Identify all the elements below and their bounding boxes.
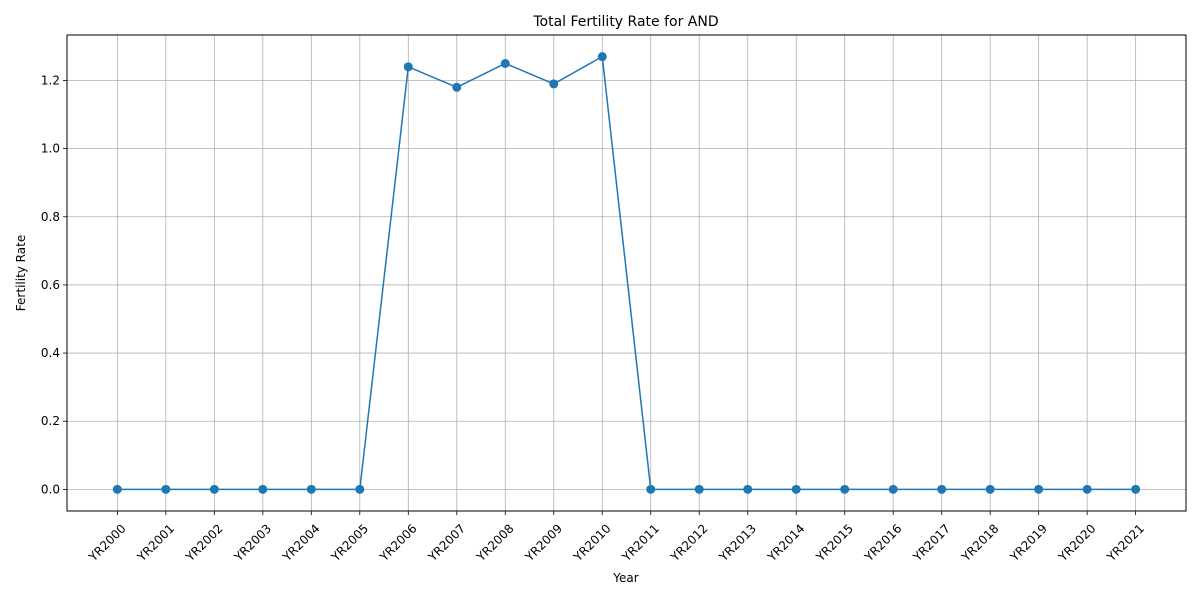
y-tick-label: 0.8 [41,210,60,224]
data-point [112,484,122,494]
data-point [937,484,947,494]
data-point [743,484,753,494]
x-tick-label: YR2017 [910,521,953,564]
y-tick-label: 0.0 [41,482,60,496]
x-tick-label: YR2011 [619,521,662,564]
x-tick-label: YR2007 [425,521,468,564]
data-point [403,62,413,72]
x-tick-label: YR2009 [522,521,565,564]
data-point [1131,484,1141,494]
x-axis: YR2000 YR2001 YR2002 YR2003 YR2004 YR2005 YR20… [85,511,1147,565]
data-point [694,484,704,494]
data-point [1034,484,1044,494]
data-point [500,58,510,68]
series-line [117,55,1136,491]
x-axis-label: Year [612,571,638,585]
x-tick-label: YR2013 [716,521,759,564]
data-point [888,484,898,494]
x-tick-label: YR2016 [861,521,904,564]
data-point [1082,484,1092,494]
x-tick-label: YR2001 [134,521,177,564]
plot-frame [66,34,1187,512]
x-tick-label: YR2008 [473,521,516,564]
x-tick-label: YR2005 [328,521,371,564]
y-axis-label: Fertility Rate [14,235,28,311]
x-tick-label: YR2006 [376,521,419,564]
x-tick-label: YR2015 [813,521,856,564]
x-tick-label: YR2018 [958,521,1001,564]
y-axis: 0.0 0.2 0.4 0.6 0.8 1.0 1.2 [41,73,67,496]
data-point [209,484,219,494]
chart-title: Total Fertility Rate for AND [532,14,718,30]
data-point [355,484,365,494]
y-tick-label: 0.6 [41,278,60,292]
data-point [597,52,607,62]
x-tick-label: YR2003 [231,521,274,564]
x-tick-label: YR2012 [667,521,710,564]
data-point [549,79,559,89]
data-point [791,484,801,494]
y-tick-label: 0.2 [41,414,60,428]
data-point [306,484,316,494]
x-tick-label: YR2014 [764,521,807,564]
y-tick-label: 0.4 [41,346,60,360]
grid-lines [67,35,1186,511]
data-point [646,484,656,494]
x-tick-label: YR2000 [85,521,128,564]
x-tick-label: YR2020 [1055,521,1098,564]
x-tick-label: YR2004 [279,521,322,564]
data-point [258,484,268,494]
x-tick-label: YR2002 [182,521,225,564]
series-layer [112,52,1141,494]
y-tick-label: 1.0 [41,142,60,156]
x-tick-label: YR2010 [570,521,613,564]
x-tick-label: YR2019 [1007,521,1050,564]
data-point [840,484,850,494]
data-point [161,484,171,494]
y-tick-label: 1.2 [41,73,60,87]
x-tick-label: YR2021 [1104,521,1147,564]
data-point [452,82,462,92]
data-point [985,484,995,494]
